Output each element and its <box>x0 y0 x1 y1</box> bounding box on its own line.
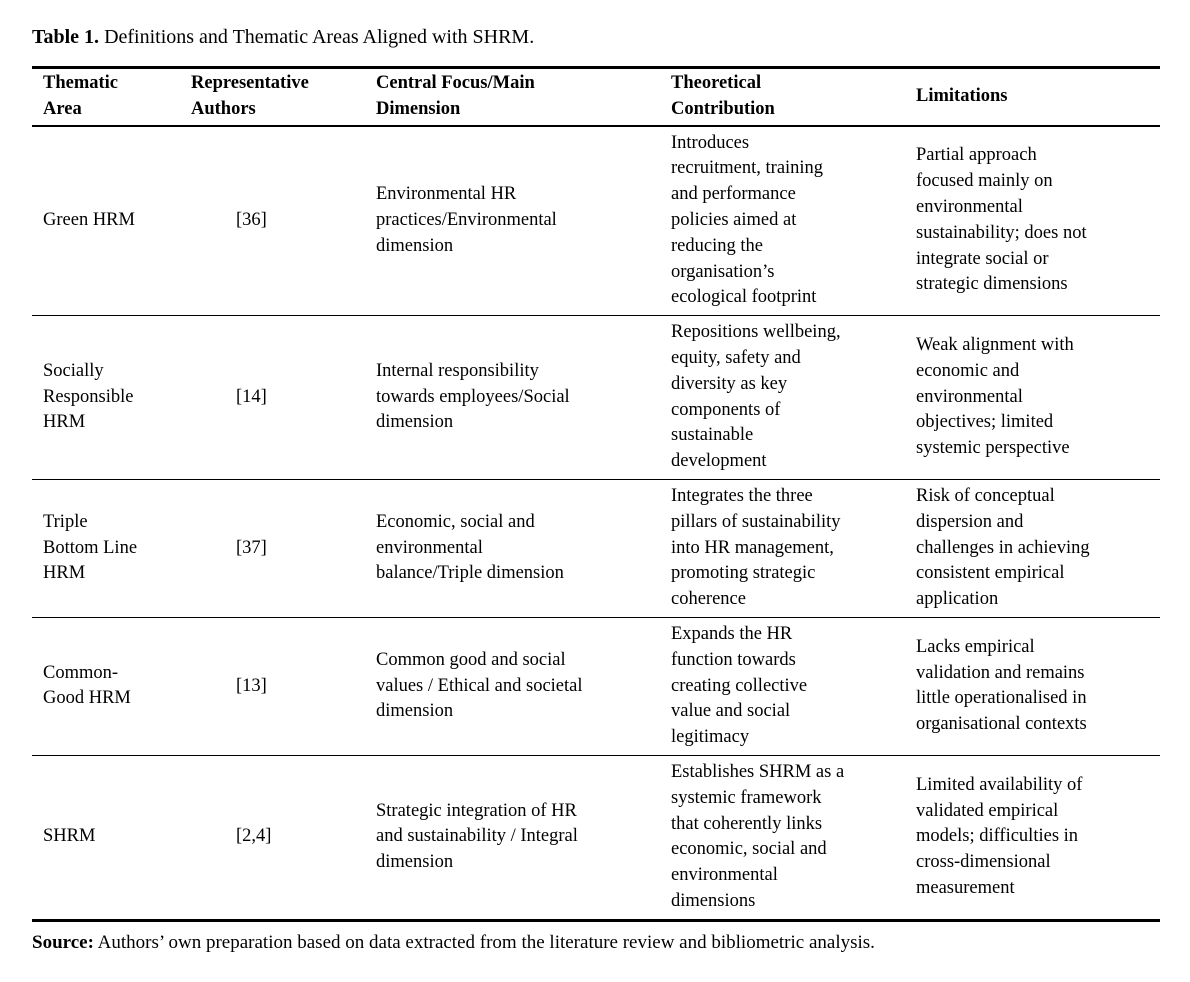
table-caption: Table 1. Definitions and Thematic Areas … <box>32 24 1160 50</box>
cell-limitations: Lacks empirical validation and remains l… <box>905 616 1160 756</box>
table-row-socially-responsible-hrm: Socially Responsible HRM [14] Internal r… <box>32 315 1160 480</box>
table-caption-text: Definitions and Thematic Areas Aligned w… <box>99 26 535 48</box>
table-row-common-good-hrm: Common- Good HRM [13] Common good and so… <box>32 616 1160 756</box>
cell-limitations: Partial approach focused mainly on envir… <box>916 145 1087 295</box>
cell-authors: [2,4] <box>180 754 365 921</box>
source-note-label: Source: <box>32 931 94 953</box>
cell-theoretical-contribution: Integrates the three pillars of sustaina… <box>660 478 905 618</box>
source-note: Source: Authors’ own preparation based o… <box>32 930 1160 955</box>
table-caption-label: Table 1. <box>32 26 100 48</box>
cell-central-focus: Strategic integration of HR and sustaina… <box>365 754 660 921</box>
cell-thematic-area: SHRM <box>32 754 180 921</box>
cell-authors: [37] <box>180 478 365 618</box>
cell-central-focus: Internal responsibility towards employee… <box>365 315 660 480</box>
table-row-triple-bottom-line-hrm: Triple Bottom Line HRM [37] Economic, so… <box>32 478 1160 618</box>
col-header-representative-authors: Representative Authors <box>180 67 365 127</box>
cell-limitations: Weak alignment with economic and environ… <box>905 315 1160 480</box>
cell-central-focus: Environmental HR practices/Environmental… <box>376 184 557 256</box>
cell-theoretical-contribution: Introduces recruitment, training and per… <box>671 132 824 308</box>
cell-authors: [36] <box>236 209 267 230</box>
col-header-thematic-area: Thematic Area <box>32 67 180 127</box>
document-page: Table 1. Definitions and Thematic Areas … <box>32 24 1160 955</box>
cell-thematic-area: Common- Good HRM <box>32 616 180 756</box>
cell-central-focus: Common good and social values / Ethical … <box>365 616 660 756</box>
cell-authors: [14] <box>180 315 365 480</box>
cell-thematic-area: Green HRM <box>43 209 135 230</box>
cell-theoretical-contribution: Repositions wellbeing, equity, safety an… <box>660 315 905 480</box>
cell-central-focus: Economic, social and environmental balan… <box>365 478 660 618</box>
cell-thematic-area: Socially Responsible HRM <box>32 315 180 480</box>
table-row-green-hrm: Green HRM [36] Environmental HR practice… <box>32 126 1160 316</box>
header-row: Thematic Area Representative Authors Cen… <box>32 67 1160 127</box>
cell-theoretical-contribution: Expands the HR function towards creating… <box>660 616 905 756</box>
col-header-limitations: Limitations <box>905 67 1160 127</box>
cell-authors: [13] <box>180 616 365 756</box>
source-note-text: Authors’ own preparation based on data e… <box>93 931 875 953</box>
col-header-central-focus: Central Focus/Main Dimension <box>365 67 660 127</box>
cell-theoretical-contribution: Establishes SHRM as a systemic framework… <box>660 754 905 921</box>
cell-limitations: Limited availability of validated empiri… <box>905 754 1160 921</box>
definitions-table: Thematic Area Representative Authors Cen… <box>32 66 1160 922</box>
cell-limitations: Risk of conceptual dispersion and challe… <box>905 478 1160 618</box>
cell-thematic-area: Triple Bottom Line HRM <box>32 478 180 618</box>
table-row-shrm: SHRM [2,4] Strategic integration of HR a… <box>32 754 1160 921</box>
col-header-theoretical-contribution: Theoretical Contribution <box>660 67 905 127</box>
